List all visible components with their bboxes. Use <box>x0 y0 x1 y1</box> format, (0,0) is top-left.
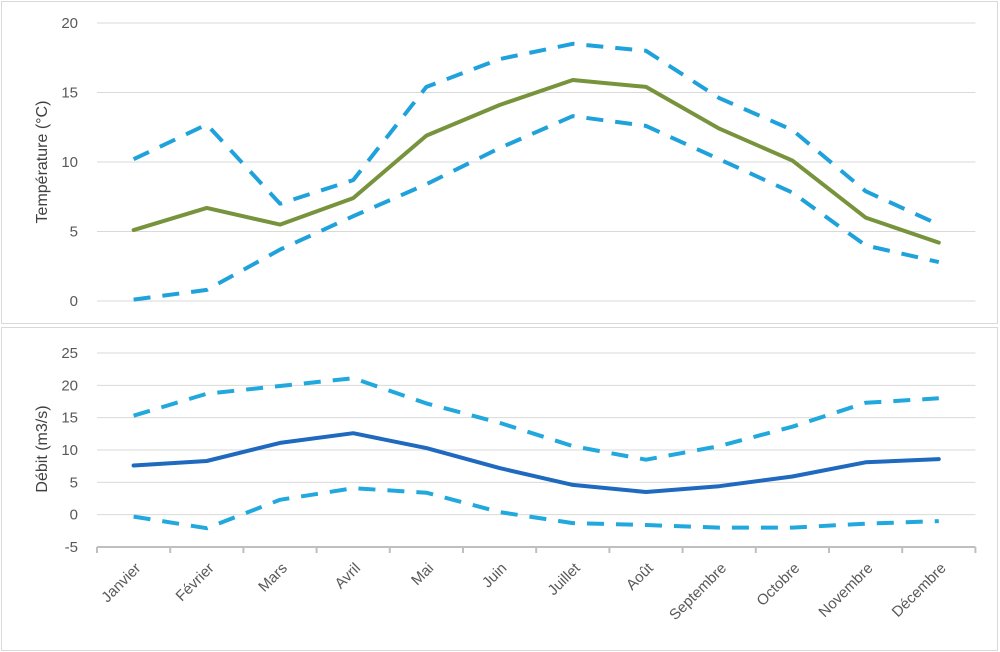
flow-y-tick-label: 5 <box>70 474 78 491</box>
temp-y-tick-label: 20 <box>61 15 78 32</box>
flow-y-tick-label: 10 <box>61 442 78 459</box>
temp-y-tick-label: 5 <box>70 224 78 241</box>
flow-y-tick-label: 0 <box>70 507 78 524</box>
flow-y-tick-label: -5 <box>65 539 78 556</box>
temp-y-tick-label: 10 <box>61 154 78 171</box>
flow-series-mean-line <box>131 431 941 494</box>
temperature-axis-title: Température (°C) <box>34 101 51 224</box>
flow-y-tick-label: 15 <box>61 410 78 427</box>
temp-series-upper-bound-line <box>132 41 940 227</box>
temperature-chart: 0 5 10 15 20 <box>61 15 976 310</box>
bottom-panel-frame <box>1 327 998 651</box>
temp-series-mean-line <box>131 78 941 245</box>
flow-axis-title: Débit (m3/s) <box>34 405 51 492</box>
flow-y-tick-label: 20 <box>61 377 78 394</box>
flow-series-upper-bound-line <box>133 376 939 462</box>
temp-y-tick-label: 0 <box>70 293 78 310</box>
temp-series-lower-bound-line <box>133 114 940 302</box>
flow-series-lower-bound-line <box>133 486 939 531</box>
flow-y-tick-label: 25 <box>61 345 78 362</box>
temp-y-tick-label: 15 <box>61 85 78 102</box>
